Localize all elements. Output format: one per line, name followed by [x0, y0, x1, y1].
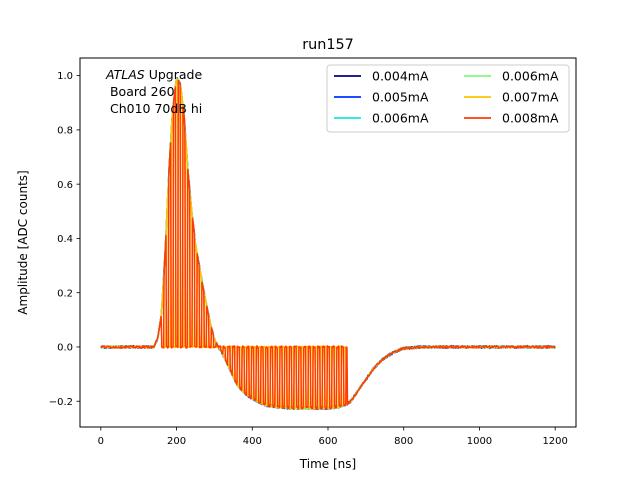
x-tick-label: 1000	[467, 436, 492, 447]
x-axis-label: Time [ns]	[299, 457, 356, 471]
series-layer	[100, 77, 556, 411]
annotation-upgrade: Upgrade	[145, 67, 203, 82]
x-tick-label: 0	[98, 436, 104, 447]
y-axis-label: Amplitude [ADC counts]	[16, 170, 30, 314]
legend-label: 0.008mA	[502, 111, 559, 126]
legend-box	[326, 64, 570, 133]
legend-label: 0.004mA	[372, 69, 429, 84]
y-tick-label: 1.0	[57, 71, 73, 82]
legend-label: 0.005mA	[372, 90, 429, 105]
annotation-line-1: ATLAS Upgrade	[105, 67, 202, 82]
x-tick-label: 600	[318, 436, 337, 447]
chart-title: run157	[302, 37, 354, 53]
x-tick-label: 1200	[542, 436, 567, 447]
annotation-line-3: Ch010 70dB hi	[106, 101, 202, 116]
x-tick-label: 800	[394, 436, 413, 447]
annotation-line-2: Board 260	[106, 84, 175, 99]
legend-label: 0.006mA	[502, 69, 559, 84]
annotation-atlas: ATLAS	[105, 67, 145, 82]
x-tick-label: 200	[167, 436, 186, 447]
legend: 0.004mA 0.005mA 0.006mA 0.006mA 0.007mA 0.008…	[326, 64, 570, 133]
y-tick-label: −0.2	[49, 397, 73, 408]
chart-annotation: ATLAS Upgrade Board 260 Ch010 70dB hi	[105, 67, 202, 116]
x-tick-label: 400	[243, 436, 262, 447]
y-tick-label: 0.4	[57, 234, 73, 245]
legend-label: 0.007mA	[502, 90, 559, 105]
series-line-6	[100, 79, 556, 410]
y-tick-label: 0.0	[57, 343, 73, 354]
y-axis: −0.2 0.0 0.2 0.4 0.6 0.8 1.0	[49, 71, 80, 408]
y-tick-label: 0.2	[57, 288, 73, 299]
x-axis: 0 200 400 600 800 1000 1200	[98, 427, 568, 447]
legend-label: 0.006mA	[372, 111, 429, 126]
y-tick-label: 0.6	[57, 180, 73, 191]
y-tick-label: 0.8	[57, 126, 73, 137]
